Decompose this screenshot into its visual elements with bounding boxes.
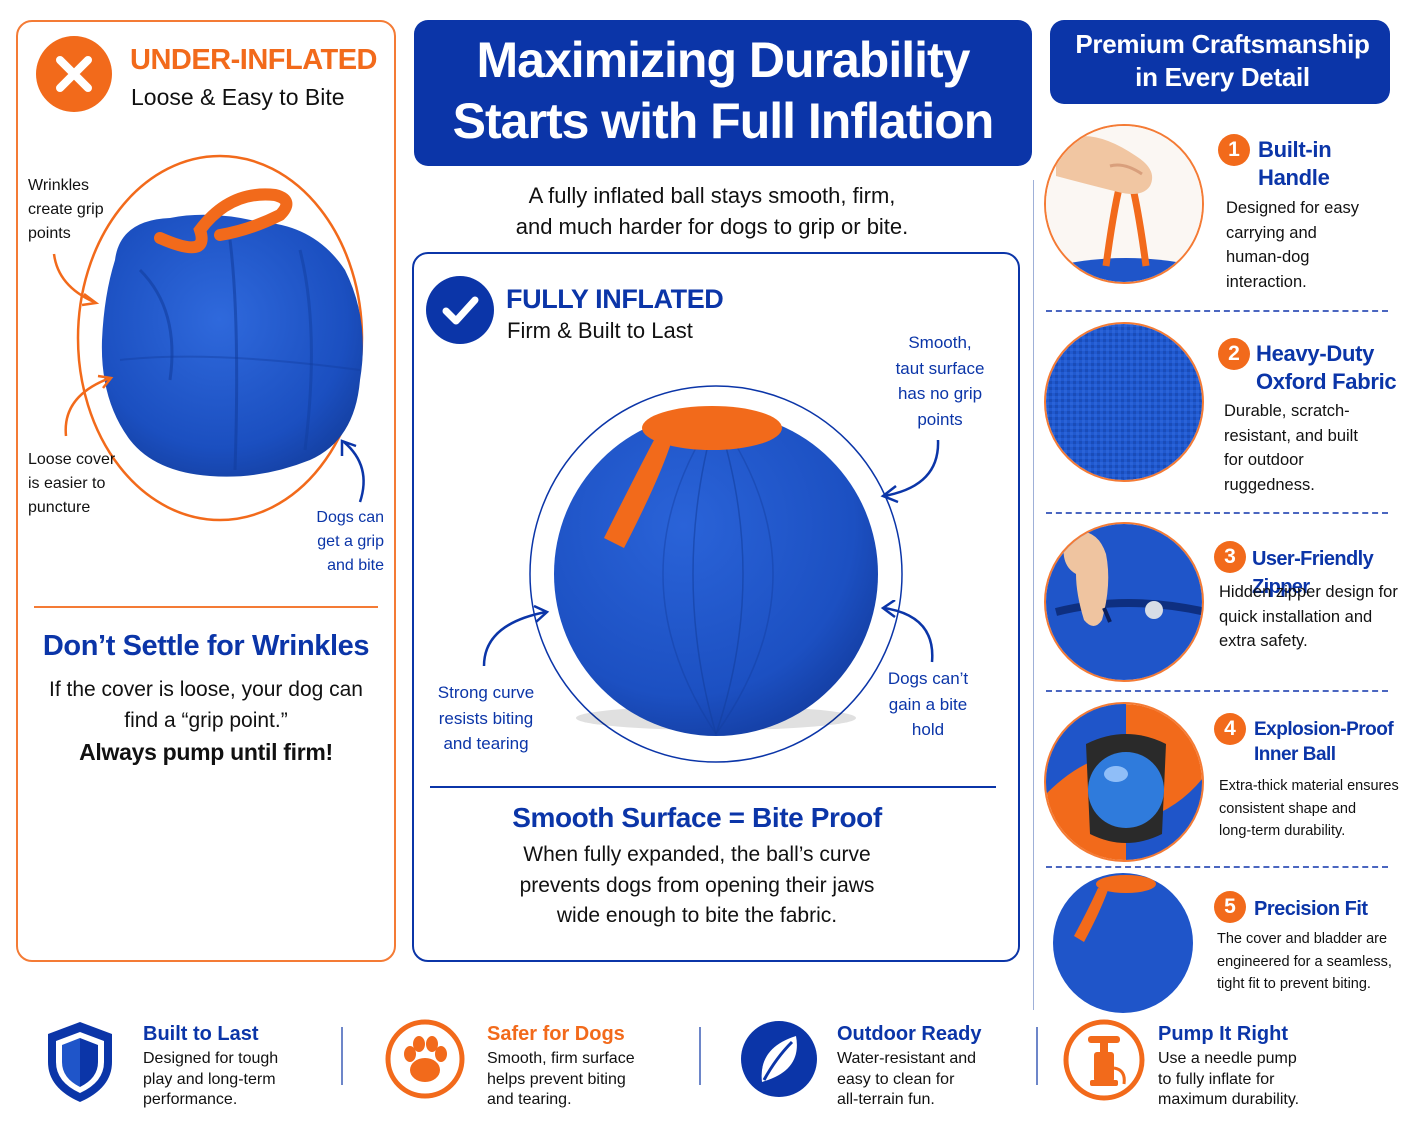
- main-subtitle: A fully inflated ball stays smooth, firm…: [515, 183, 909, 239]
- checkmark-icon: [426, 276, 494, 344]
- bottom-title: Pump It Right: [1158, 1023, 1288, 1045]
- arrow-icon: [64, 374, 114, 437]
- arrow-icon: [340, 439, 365, 503]
- bottom-text: Designed for tough play and long-term pe…: [143, 1050, 279, 1108]
- number-badge: 1: [1218, 134, 1250, 166]
- feature-text: Designed for easy carrying and human-dog…: [1226, 199, 1359, 291]
- paw-icon: [385, 1019, 465, 1099]
- fully-inflated-panel: [412, 252, 1020, 962]
- pump-until-firm-text: Always pump until firm!: [79, 739, 333, 765]
- bottom-separator: [341, 1027, 343, 1085]
- bottom-separator: [1036, 1027, 1038, 1085]
- column-divider: [1033, 180, 1034, 1010]
- divider: [430, 786, 996, 788]
- feature-title: User-Friendly Zipper: [1252, 548, 1374, 598]
- zipper-photo: [1044, 522, 1204, 682]
- bottom-separator: [699, 1027, 701, 1085]
- feature-text: Extra-thick material ensures consistent …: [1219, 778, 1399, 839]
- feature-title: Heavy-Duty Oxford Fabric: [1256, 341, 1397, 394]
- fully-inflated-title: FULLY INFLATED: [506, 284, 724, 314]
- smooth-surface-note: Smooth, taut surface has no grip points: [895, 333, 985, 429]
- x-close-icon: [36, 36, 112, 112]
- dashed-divider: [1046, 310, 1388, 312]
- feature-text: Durable, scratch- resistant, and built f…: [1224, 402, 1358, 494]
- feature-text: Hidden zipper design for quick installat…: [1219, 583, 1398, 650]
- dogs-can-note: Dogs can get a grip and bite: [316, 509, 384, 574]
- bottom-text: Smooth, firm surface helps prevent bitin…: [487, 1050, 635, 1108]
- number-badge: 5: [1214, 891, 1246, 923]
- dashed-divider: [1046, 512, 1388, 514]
- dont-settle-heading: Don’t Settle for Wrinkles: [42, 630, 370, 662]
- feature-title: Explosion-Proof Inner Ball: [1254, 719, 1394, 765]
- divider: [34, 606, 378, 608]
- premium-title: Premium Craftsmanship in Every Detail: [1075, 29, 1370, 92]
- leaf-icon: [741, 1021, 817, 1097]
- bottom-text: Water-resistant and easy to clean for al…: [837, 1050, 977, 1108]
- fully-inflated-subtitle: Firm & Built to Last: [507, 318, 693, 343]
- main-title: Maximizing Durability Starts with Full I…: [452, 32, 995, 149]
- arrow-icon: [52, 253, 100, 307]
- fabric-photo: [1044, 322, 1204, 482]
- dashed-divider: [1046, 690, 1388, 692]
- feature-title: Precision Fit: [1254, 898, 1368, 920]
- bottom-title: Built to Last: [143, 1023, 259, 1045]
- main-title-banner: [414, 20, 1032, 166]
- precision-fit-photo: [1046, 872, 1200, 1014]
- strong-curve-note: Strong curve resists biting and tearing: [437, 683, 535, 753]
- bottom-text: Use a needle pump to fully inflate for m…: [1158, 1050, 1300, 1108]
- premium-banner: [1050, 20, 1390, 104]
- feature-text: The cover and bladder are engineered for…: [1217, 931, 1392, 992]
- bite-proof-text: When fully expanded, the ball’s curve pr…: [519, 843, 875, 927]
- inner-ball-photo: [1044, 702, 1204, 862]
- arrow-icon: [880, 600, 934, 663]
- loose-cover-note: Loose cover is easier to puncture: [28, 451, 116, 516]
- handle-photo: [1044, 124, 1204, 284]
- bite-proof-heading: Smooth Surface = Bite Proof: [512, 802, 882, 833]
- dashed-divider: [1046, 866, 1388, 868]
- feature-title: Built-in Handle: [1258, 137, 1332, 190]
- inflated-ball-image: [529, 385, 903, 763]
- number-badge: 2: [1218, 338, 1250, 370]
- number-badge: 4: [1214, 713, 1246, 745]
- loose-cover-text: If the cover is loose, your dog can find…: [48, 678, 363, 732]
- wrinkles-note: Wrinkles create grip points: [28, 177, 104, 242]
- bottom-title: Safer for Dogs: [487, 1023, 625, 1045]
- pump-icon: [1063, 1019, 1145, 1101]
- shield-icon: [48, 1022, 112, 1102]
- under-inflated-subtitle: Loose & Easy to Bite: [131, 84, 345, 110]
- arrow-icon: [880, 439, 940, 504]
- bottom-title: Outdoor Ready: [837, 1023, 982, 1045]
- under-inflated-panel: [16, 20, 396, 962]
- dogs-cant-note: Dogs can’t gain a bite hold: [887, 669, 969, 739]
- deflated-ball-image: [76, 154, 364, 522]
- number-badge: 3: [1214, 541, 1246, 573]
- under-inflated-title: UNDER-INFLATED: [130, 44, 378, 76]
- arrow-icon: [482, 604, 550, 667]
